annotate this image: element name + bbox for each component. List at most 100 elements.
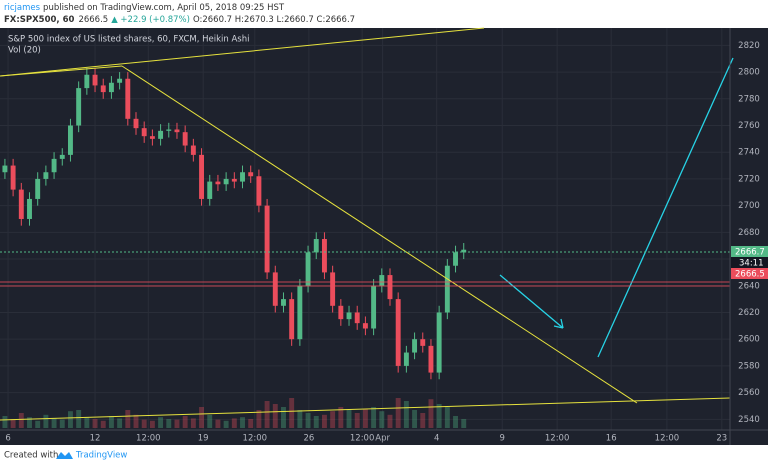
candle-body <box>289 299 295 340</box>
price-tag <box>731 246 768 257</box>
volume-bar <box>231 418 237 428</box>
change: ▲ +22.9 (+0.87%) <box>111 15 190 25</box>
volume-bar <box>68 411 73 428</box>
volume-bar <box>51 418 57 428</box>
candle-body <box>27 198 32 219</box>
candle-body <box>338 305 344 320</box>
candle-body <box>240 172 245 182</box>
candle-body <box>321 239 327 273</box>
candle-body <box>223 178 229 185</box>
x-tick-label: 4 <box>434 434 439 444</box>
y-tick-label: 2780 <box>738 94 760 104</box>
candle-body <box>428 345 434 373</box>
volume-bar <box>444 407 450 428</box>
volume-bar <box>354 413 360 428</box>
footer-created: Created with <box>4 451 58 461</box>
volume-bar <box>256 410 262 428</box>
volume-bar <box>125 410 131 428</box>
volume-bar <box>420 413 426 428</box>
volume-bar <box>174 419 180 428</box>
candle-body <box>190 145 196 155</box>
price-tag-label: 2666.5 <box>735 270 765 280</box>
candle-body <box>108 82 114 93</box>
header-bg <box>0 0 768 28</box>
x-tick-label: 12:00 <box>243 434 268 444</box>
volume-bar <box>362 408 368 428</box>
candle-body <box>43 172 49 179</box>
author[interactable]: ricjames <box>4 3 41 13</box>
chart-title: S&P 500 index of US listed shares, 60, F… <box>8 35 250 45</box>
countdown-label: 34:11 <box>739 259 764 269</box>
x-tick-label: 12 <box>90 434 101 444</box>
candle-body <box>18 189 24 219</box>
candle-body <box>297 285 303 340</box>
footer-bg <box>0 445 768 466</box>
trend-line <box>0 27 485 77</box>
volume-bar <box>92 419 98 428</box>
x-tick-label: 6 <box>5 434 10 444</box>
volume-bar <box>166 419 172 428</box>
volume-bar <box>305 413 311 428</box>
volume-bar <box>321 414 327 428</box>
arrow <box>499 274 564 329</box>
volume-bar <box>461 419 467 428</box>
candle-body <box>346 312 352 320</box>
candle-body <box>182 132 188 146</box>
candle-body <box>158 130 164 139</box>
volume-bar <box>436 404 442 428</box>
symbol-line: FX:SPX500, 60 2666.5 ▲ +22.9 (+0.87%) O:266… <box>4 15 355 25</box>
x-tick-label: 12:00 <box>350 434 375 444</box>
candle-body <box>2 165 8 173</box>
candle-body <box>166 129 172 131</box>
logo <box>56 452 73 459</box>
volume-bar <box>100 420 106 428</box>
volume-bar <box>346 410 352 428</box>
candle-body <box>379 275 385 286</box>
price-tag <box>731 268 768 279</box>
x-tick-label: 23 <box>716 434 727 444</box>
volume-bar <box>76 410 82 428</box>
volume-bar <box>395 398 401 428</box>
volume-bar <box>223 420 229 428</box>
candle-body <box>436 312 442 373</box>
volume-bar <box>403 401 409 428</box>
volume-bar <box>207 414 213 428</box>
candle-body <box>395 299 401 366</box>
volume-bar <box>43 414 49 428</box>
arrow <box>597 57 734 358</box>
symbol: FX:SPX500, 60 <box>4 15 75 25</box>
volume-bar <box>2 416 8 428</box>
volume-bar <box>133 414 139 428</box>
volume-bar <box>108 416 114 428</box>
footer-brand[interactable]: TradingView <box>75 451 127 461</box>
candle-body <box>133 118 139 129</box>
published: published on TradingView.com, April 05, … <box>43 3 285 13</box>
trend-line <box>0 65 123 77</box>
candle-body <box>149 136 155 139</box>
candle-body <box>420 339 426 346</box>
volume-bar <box>338 407 344 428</box>
volume-bar <box>117 418 123 428</box>
candle-body <box>215 181 221 185</box>
candle-body <box>141 128 147 137</box>
candle-body <box>453 252 458 266</box>
candle-body <box>461 249 467 253</box>
x-tick-label: 9 <box>500 434 505 444</box>
candle-body <box>313 239 319 253</box>
volume-bar <box>264 401 270 428</box>
candle-body <box>248 172 254 177</box>
volume-bar <box>27 417 32 428</box>
candle-body <box>59 154 65 159</box>
candle-body <box>117 78 123 83</box>
volume-bar <box>313 416 319 428</box>
candle-body <box>35 178 41 199</box>
candle-body <box>207 181 213 199</box>
candle-body <box>264 205 270 273</box>
volume-bar <box>248 419 254 428</box>
arrow-head <box>553 318 564 329</box>
volume-bar <box>240 417 245 428</box>
volume-bar <box>297 410 303 428</box>
y-tick-label: 2600 <box>738 335 760 345</box>
trend-line <box>0 397 731 421</box>
